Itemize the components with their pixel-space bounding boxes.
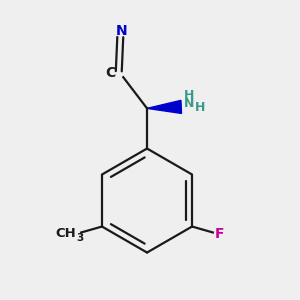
Text: N: N (184, 97, 194, 110)
Text: 3: 3 (76, 233, 83, 243)
Text: F: F (215, 227, 224, 241)
Text: H: H (195, 101, 206, 114)
Polygon shape (147, 100, 182, 113)
Text: CH: CH (55, 227, 76, 241)
Text: H: H (184, 88, 194, 101)
Text: N: N (116, 23, 128, 38)
Text: C: C (105, 66, 116, 80)
